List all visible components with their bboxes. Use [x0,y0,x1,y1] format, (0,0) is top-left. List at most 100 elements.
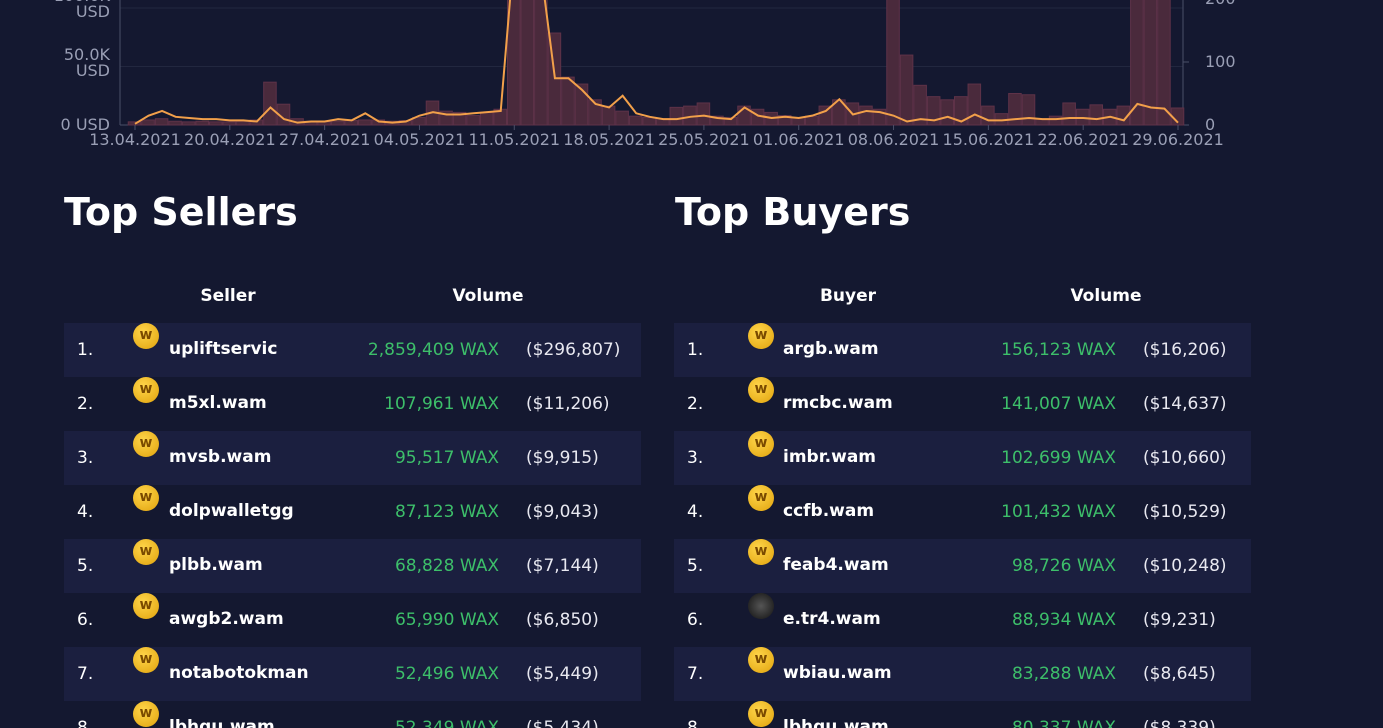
avatar [133,485,159,511]
y-tick-label: 0 USD [60,115,110,134]
bar [954,96,968,126]
bar [859,105,873,126]
account-name[interactable]: rmcbc.wam [783,393,893,413]
rank: 3. [77,448,94,468]
rank: 5. [77,556,94,576]
table-row: 4. ccfb.wam 101,432 WAX ($10,529) [674,485,1251,539]
rank: 4. [687,502,704,522]
bar [588,99,602,126]
x-tick-label: 25.05.2021 [658,130,750,149]
x-tick-label: 08.06.2021 [847,130,940,149]
avatar [748,539,774,565]
bar [330,120,345,126]
bar [886,0,900,126]
rank: 6. [77,610,94,630]
x-tick-label: 29.06.2021 [1132,130,1224,149]
bar [899,54,914,126]
avatar [133,701,159,727]
rank: 2. [687,394,704,414]
bar [263,81,277,126]
wax-volume: 68,828 WAX [394,556,499,576]
x-tick-label: 15.06.2021 [942,130,1035,149]
table-row: 7. notabotokman 52,496 WAX ($5,449) [64,647,641,701]
usd-volume: ($9,043) [526,502,599,522]
bar [601,105,616,126]
x-tick-label: 13.04.2021 [89,130,181,149]
header: Buyer [819,286,877,306]
account-name[interactable]: m5xl.wam [169,393,267,413]
bar [1089,104,1104,126]
bar [222,121,237,126]
account-name[interactable]: dolpwalletgg [169,501,294,521]
account-name[interactable]: lbhgu.wam [169,717,275,728]
chart [119,0,1189,130]
bar [249,119,264,126]
bar [669,106,684,126]
x-tick-label: 11.05.2021 [468,130,561,149]
account-name[interactable]: plbb.wam [169,555,263,575]
bar [574,83,589,126]
usd-volume: ($8,339) [1143,718,1216,728]
bar [696,102,711,126]
bar [141,119,155,126]
bar [520,0,535,126]
rank: 8. [687,718,704,728]
table-row: 4. dolpwalletgg 87,123 WAX ($9,043) [64,485,641,539]
account-name[interactable]: mvsb.wam [169,447,272,467]
bar [479,111,494,126]
wax-volume: 141,007 WAX [1001,394,1116,414]
x-tick-label: 18.05.2021 [563,130,655,149]
y-tick-label: 100.0K USD [54,0,110,21]
account-name[interactable]: e.tr4.wam [783,609,881,629]
usd-volume: ($10,248) [1143,556,1227,576]
account-name[interactable]: ccfb.wam [783,501,875,521]
table-row: 3. imbr.wam 102,699 WAX ($10,660) [674,431,1251,485]
y-tick-label: 50.0K USD [63,44,110,80]
sellers-title: Top Sellers [64,190,298,234]
bar [818,105,833,126]
usd-volume: ($10,660) [1143,448,1227,468]
avatar [133,593,159,619]
x-tick-label: 04.05.2021 [373,130,466,149]
header: Volume [1070,286,1142,306]
bar [913,84,927,126]
bar [466,115,480,126]
bar [1130,0,1144,126]
bar [168,120,182,126]
buyers-title: Top Buyers [675,190,911,234]
account-name[interactable]: notabotokman [169,663,309,683]
wax-volume: 88,934 WAX [1011,610,1116,630]
y2-tick-label: 100 [1205,52,1236,71]
rank: 6. [687,610,704,630]
table-row: 6. e.tr4.wam 88,934 WAX ($9,231) [674,593,1251,647]
account-name[interactable]: feab4.wam [783,555,889,575]
bar [181,121,196,126]
account-name[interactable]: argb.wam [783,339,879,359]
wax-volume: 83,288 WAX [1011,664,1116,684]
avatar [748,701,774,727]
avatar [748,323,774,349]
table-row: 2. m5xl.wam 107,961 WAX ($11,206) [64,377,641,431]
bar [236,120,250,126]
wax-volume: 65,990 WAX [394,610,499,630]
table-row: 7. wbiau.wam 83,288 WAX ($8,645) [674,647,1251,701]
bar [154,118,169,126]
bar [1143,0,1158,126]
bar [534,0,548,126]
bar [777,115,792,126]
usd-volume: ($9,231) [1143,610,1216,630]
account-name[interactable]: awgb2.wam [169,609,284,629]
usd-volume: ($7,144) [526,556,599,576]
bar [209,121,223,126]
account-name[interactable]: lbhgu.wam [783,717,889,728]
usd-volume: ($16,206) [1143,340,1227,360]
bar [628,115,643,126]
account-name[interactable]: wbiau.wam [783,663,892,683]
bar [1062,102,1076,126]
usd-volume: ($5,449) [526,664,599,684]
account-name[interactable]: upliftservic [169,339,278,359]
avatar [133,377,159,403]
bar [940,99,954,126]
account-name[interactable]: imbr.wam [783,447,877,467]
